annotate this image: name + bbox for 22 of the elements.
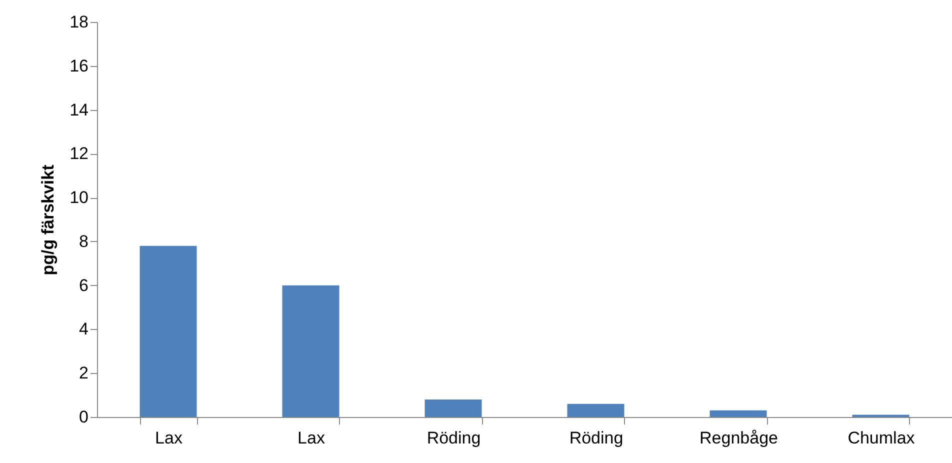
y-tick-label: 2: [79, 364, 88, 383]
bar: [140, 246, 197, 417]
bar: [424, 399, 482, 417]
y-tick-label: 8: [79, 232, 88, 251]
y-tick-label: 16: [70, 56, 88, 76]
y-axis-title: pg/g färskvikt: [38, 164, 58, 276]
y-tick-label: 10: [70, 188, 88, 208]
bar: [282, 285, 340, 417]
y-tick-label: 0: [79, 408, 88, 426]
x-tick-label: Regnbåge: [700, 428, 778, 448]
x-tick-label: Lax: [155, 428, 183, 448]
bar: [567, 404, 624, 417]
x-tick-label: Röding: [569, 428, 624, 448]
y-tick-label: 18: [70, 12, 88, 32]
y-tick-label: 4: [79, 320, 88, 339]
x-tick-label: Chumlax: [848, 428, 916, 448]
y-tick-label: 14: [70, 100, 88, 120]
x-tick-label: Röding: [426, 428, 481, 448]
y-tick-label: 6: [79, 276, 88, 295]
bar: [710, 410, 767, 417]
x-tick-label: Lax: [298, 428, 326, 448]
y-tick-label: 12: [70, 144, 88, 164]
